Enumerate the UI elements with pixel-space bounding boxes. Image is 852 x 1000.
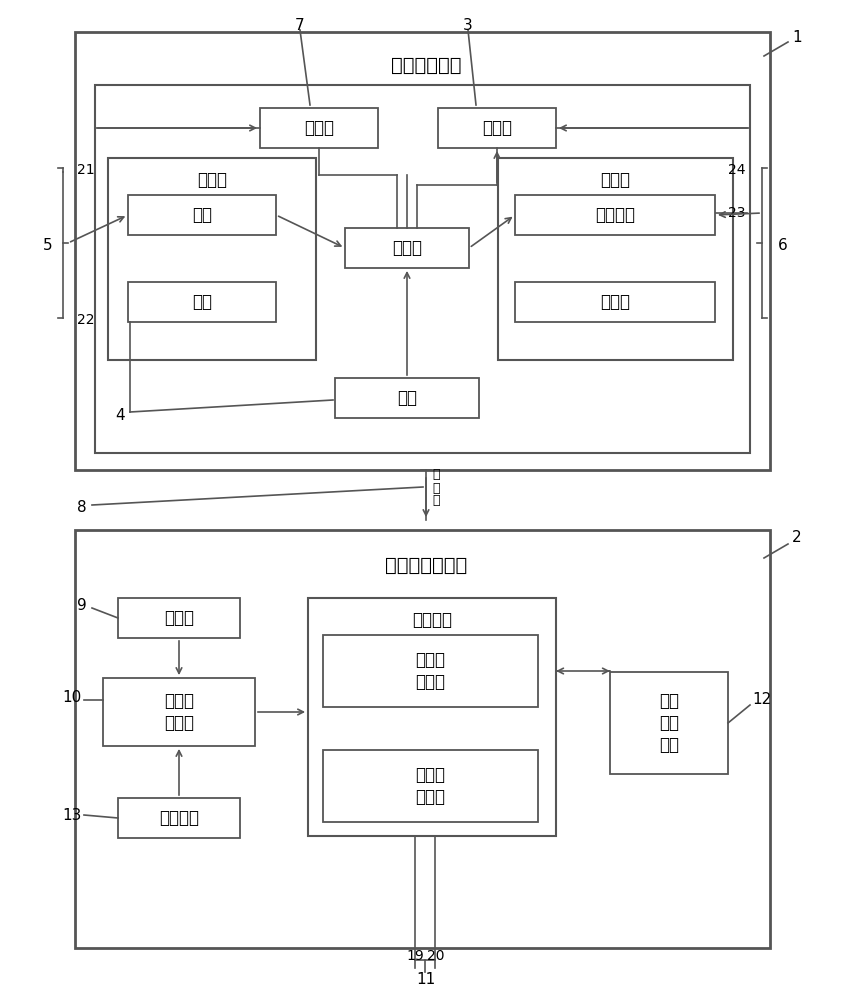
- Bar: [323, 635, 538, 707]
- Text: 交换机: 交换机: [303, 119, 334, 137]
- Text: 键盘: 键盘: [192, 293, 212, 311]
- Text: 安防巡逻机器人: 安防巡逻机器人: [384, 556, 467, 574]
- Bar: [260, 108, 377, 148]
- Text: 13: 13: [62, 808, 82, 822]
- Bar: [308, 598, 556, 836]
- Text: 6: 6: [777, 237, 787, 252]
- Text: 21: 21: [77, 163, 95, 177]
- Bar: [108, 158, 315, 360]
- Text: 传感器组: 传感器组: [158, 809, 199, 827]
- Text: 控制器: 控制器: [197, 171, 227, 189]
- Text: 巡逻
控制
模块: 巡逻 控制 模块: [659, 692, 678, 754]
- Text: 处理模块: 处理模块: [412, 611, 452, 629]
- Text: 视频编
码模块: 视频编 码模块: [415, 651, 445, 691]
- Bar: [128, 195, 276, 235]
- Text: 处理器: 处理器: [392, 239, 422, 257]
- Bar: [95, 85, 749, 453]
- Text: 19: 19: [406, 949, 424, 963]
- Text: 报警器: 报警器: [600, 171, 630, 189]
- Text: 鼠标: 鼠标: [192, 206, 212, 224]
- Text: 警报喇叭: 警报喇叭: [595, 206, 634, 224]
- Text: 5: 5: [43, 237, 53, 252]
- Bar: [515, 195, 714, 235]
- Text: 4: 4: [115, 408, 124, 422]
- Bar: [515, 282, 714, 322]
- Text: 互
联
网: 互 联 网: [431, 468, 439, 508]
- Text: 无线传
输模块: 无线传 输模块: [415, 766, 445, 806]
- Text: 电源: 电源: [396, 389, 417, 407]
- Bar: [323, 750, 538, 822]
- Text: 摄像头: 摄像头: [164, 609, 193, 627]
- Text: 24: 24: [728, 163, 746, 177]
- Bar: [437, 108, 556, 148]
- Text: 8: 8: [77, 500, 87, 516]
- Bar: [335, 378, 479, 418]
- Bar: [75, 32, 769, 470]
- Text: 22: 22: [77, 313, 95, 327]
- Text: 1: 1: [791, 30, 801, 45]
- Text: 监控管理系统: 监控管理系统: [390, 55, 461, 75]
- Text: 显示器: 显示器: [481, 119, 511, 137]
- Text: 7: 7: [295, 17, 304, 32]
- Text: 警报灯: 警报灯: [599, 293, 630, 311]
- Text: 3: 3: [463, 17, 472, 32]
- Text: 9: 9: [77, 597, 87, 612]
- Bar: [498, 158, 732, 360]
- Bar: [103, 678, 255, 746]
- Bar: [75, 530, 769, 948]
- Text: 23: 23: [728, 206, 746, 220]
- Text: 2: 2: [791, 530, 801, 546]
- Bar: [609, 672, 727, 774]
- Bar: [128, 282, 276, 322]
- Bar: [118, 598, 239, 638]
- Text: 10: 10: [62, 690, 82, 706]
- Text: 11: 11: [416, 972, 435, 988]
- Text: 12: 12: [751, 692, 770, 708]
- Bar: [118, 798, 239, 838]
- Text: 20: 20: [426, 949, 444, 963]
- Bar: [344, 228, 469, 268]
- Text: 数据采
集模块: 数据采 集模块: [164, 692, 193, 732]
